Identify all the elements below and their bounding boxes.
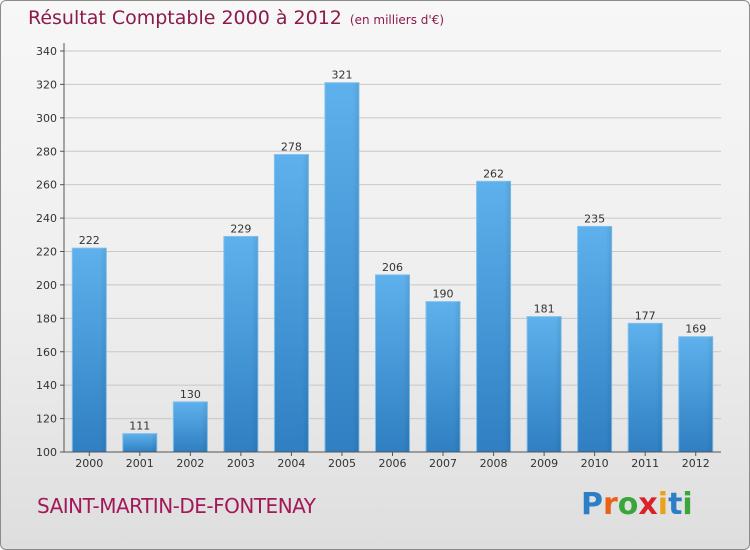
y-tick-label: 120 (36, 413, 57, 426)
bar-shade (504, 181, 511, 452)
data-label: 111 (129, 420, 150, 433)
y-tick-label: 180 (36, 312, 57, 325)
bar-shade (403, 274, 410, 452)
y-tick-label: 320 (36, 78, 57, 91)
data-label: 229 (230, 222, 251, 235)
data-label: 206 (382, 261, 403, 274)
bar-shade (100, 248, 107, 452)
bar-shade (201, 401, 208, 452)
data-label: 169 (685, 323, 706, 336)
bar-shade (555, 316, 562, 452)
data-label: 321 (331, 69, 352, 82)
bar-shade (352, 82, 359, 452)
x-tick-label: 2011 (631, 457, 659, 470)
logo-letter: t (668, 487, 683, 522)
bar-shade (454, 301, 461, 452)
bar-shade (302, 154, 309, 452)
x-tick-label: 2005 (328, 457, 356, 470)
x-tick-label: 2004 (277, 457, 305, 470)
bar-shade (706, 336, 713, 452)
logo-letter: x (638, 487, 658, 522)
logo-letter: P (581, 487, 603, 522)
y-tick-label: 220 (36, 246, 57, 259)
y-tick-label: 240 (36, 212, 57, 225)
logo-letter: o (617, 487, 639, 522)
y-tick-label: 300 (36, 112, 57, 125)
x-tick-label: 2002 (176, 457, 204, 470)
data-label: 278 (281, 141, 302, 154)
chart-title-block: Résultat Comptable 2000 à 2012 (en millie… (28, 7, 444, 29)
data-label: 222 (79, 234, 100, 247)
chart-title: Résultat Comptable 2000 à 2012 (28, 7, 342, 29)
bar-shade (605, 226, 612, 452)
bar-shade (150, 433, 157, 452)
data-label: 130 (180, 388, 201, 401)
logo-letter: r (603, 487, 618, 522)
x-tick-label: 2006 (379, 457, 407, 470)
x-tick-label: 2008 (480, 457, 508, 470)
y-tick-label: 100 (36, 446, 57, 459)
y-tick-label: 140 (36, 379, 57, 392)
x-tick-label: 2009 (530, 457, 558, 470)
data-label: 177 (635, 309, 656, 322)
bar-shade (656, 323, 663, 452)
y-tick-label: 260 (36, 179, 57, 192)
bar-shade (251, 236, 258, 452)
y-tick-label: 340 (36, 45, 57, 58)
x-tick-label: 2012 (682, 457, 710, 470)
proxiti-logo: Proxiti (581, 487, 693, 522)
commune-name: SAINT-MARTIN-DE-FONTENAY (37, 494, 316, 518)
x-tick-label: 2003 (227, 457, 255, 470)
y-tick-label: 200 (36, 279, 57, 292)
data-label: 190 (433, 288, 454, 301)
data-label: 262 (483, 167, 504, 180)
data-label: 181 (534, 303, 555, 316)
data-label: 235 (584, 212, 605, 225)
y-tick-label: 160 (36, 346, 57, 359)
logo-letter: i (682, 487, 693, 522)
x-tick-label: 2007 (429, 457, 457, 470)
logo-letter: i (657, 487, 669, 522)
x-tick-label: 2010 (581, 457, 609, 470)
y-tick-label: 280 (36, 145, 57, 158)
x-tick-label: 2001 (126, 457, 154, 470)
x-tick-label: 2000 (75, 457, 103, 470)
unit-note: (en milliers d'€) (349, 13, 445, 27)
